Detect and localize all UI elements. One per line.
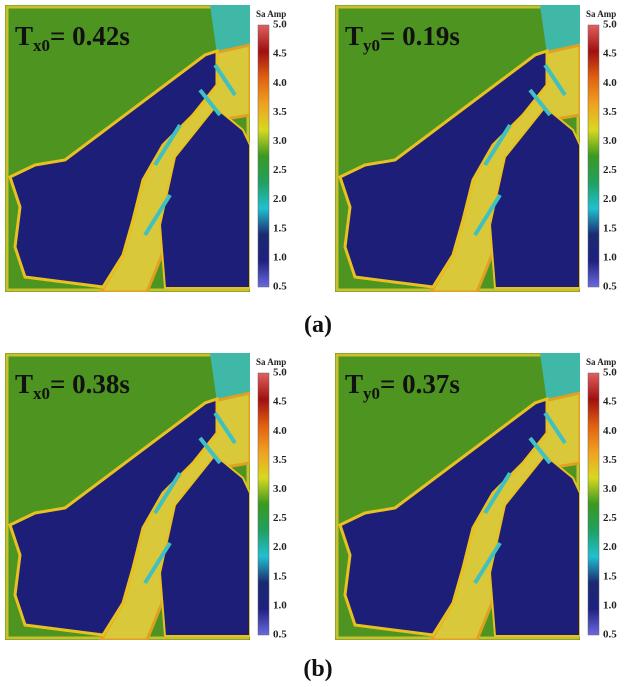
colorbar-tick: 5.0 (273, 19, 287, 31)
colorbar-tick: 1.5 (603, 570, 617, 582)
colorbar-tick: 1.5 (603, 222, 617, 234)
colorbar-tick: 4.5 (603, 48, 617, 60)
colorbar-tick: 4.0 (273, 425, 287, 437)
label-symbol: T (15, 21, 33, 51)
colorbar-tick: 4.0 (273, 77, 287, 89)
colorbar-title: Sa Amp (256, 9, 286, 19)
label-subscript: x0 (33, 36, 50, 55)
label-symbol: T (15, 369, 33, 399)
label-value: = 0.19s (380, 21, 460, 51)
colorbar-tick: 2.5 (603, 164, 617, 176)
colorbar-tick: 3.5 (603, 106, 617, 118)
colorbar-tick: 4.5 (273, 48, 287, 60)
colorbar-tick: 3.5 (603, 454, 617, 466)
colorbar-tick: 1.0 (603, 251, 617, 263)
colorbar-tick: 1.5 (273, 570, 287, 582)
colorbar-tick: 3.0 (273, 483, 287, 495)
colorbar-tick: 3.5 (273, 454, 287, 466)
colorbar-tick: 2.5 (273, 164, 287, 176)
panel-label: Ty0= 0.37s (345, 369, 460, 403)
colorbar-tick: 1.0 (273, 599, 287, 611)
colorbar-tick: 2.5 (603, 512, 617, 524)
label-subscript: y0 (363, 384, 380, 403)
colorbar-tick: 5.0 (273, 367, 287, 379)
label-subscript: y0 (363, 36, 380, 55)
colorbar-tick: 0.5 (603, 629, 617, 641)
panel-label: Ty0= 0.19s (345, 21, 460, 55)
colorbar-tick: 1.5 (273, 222, 287, 234)
panel-label: Tx0= 0.38s (15, 369, 130, 403)
colorbar-tick: 2.0 (603, 193, 617, 205)
colorbar-tick: 4.5 (273, 396, 287, 408)
caption: (a) (304, 312, 332, 338)
colorbar-tick: 3.0 (603, 135, 617, 147)
colorbar-tick: 5.0 (603, 367, 617, 379)
colorbar-tick: 3.5 (273, 106, 287, 118)
colorbar-tick: 0.5 (603, 281, 617, 293)
colorbar-title: Sa Amp (586, 9, 616, 19)
label-symbol: T (345, 21, 363, 51)
label-value: = 0.38s (50, 369, 130, 399)
colorbar-tick: 0.5 (273, 281, 287, 293)
colorbar-tick: 1.0 (273, 251, 287, 263)
colorbar-tick: 4.5 (603, 396, 617, 408)
colorbar-tick: 2.0 (273, 193, 287, 205)
colorbar (587, 372, 600, 636)
colorbar-tick: 3.0 (273, 135, 287, 147)
colorbar (257, 24, 270, 288)
colorbar-tick: 0.5 (273, 629, 287, 641)
label-subscript: x0 (33, 384, 50, 403)
colorbar-tick: 2.0 (273, 541, 287, 553)
label-value: = 0.42s (50, 21, 130, 51)
colorbar-tick: 2.0 (603, 541, 617, 553)
colorbar-tick: 5.0 (603, 19, 617, 31)
colorbar (587, 24, 600, 288)
label-value: = 0.37s (380, 369, 460, 399)
panel-label: Tx0= 0.42s (15, 21, 130, 55)
colorbar-title: Sa Amp (256, 357, 286, 367)
colorbar-tick: 2.5 (273, 512, 287, 524)
colorbar-tick: 4.0 (603, 425, 617, 437)
colorbar-tick: 4.0 (603, 77, 617, 89)
colorbar-tick: 1.0 (603, 599, 617, 611)
colorbar (257, 372, 270, 636)
label-symbol: T (345, 369, 363, 399)
caption: (b) (303, 656, 332, 682)
colorbar-tick: 3.0 (603, 483, 617, 495)
colorbar-title: Sa Amp (586, 357, 616, 367)
